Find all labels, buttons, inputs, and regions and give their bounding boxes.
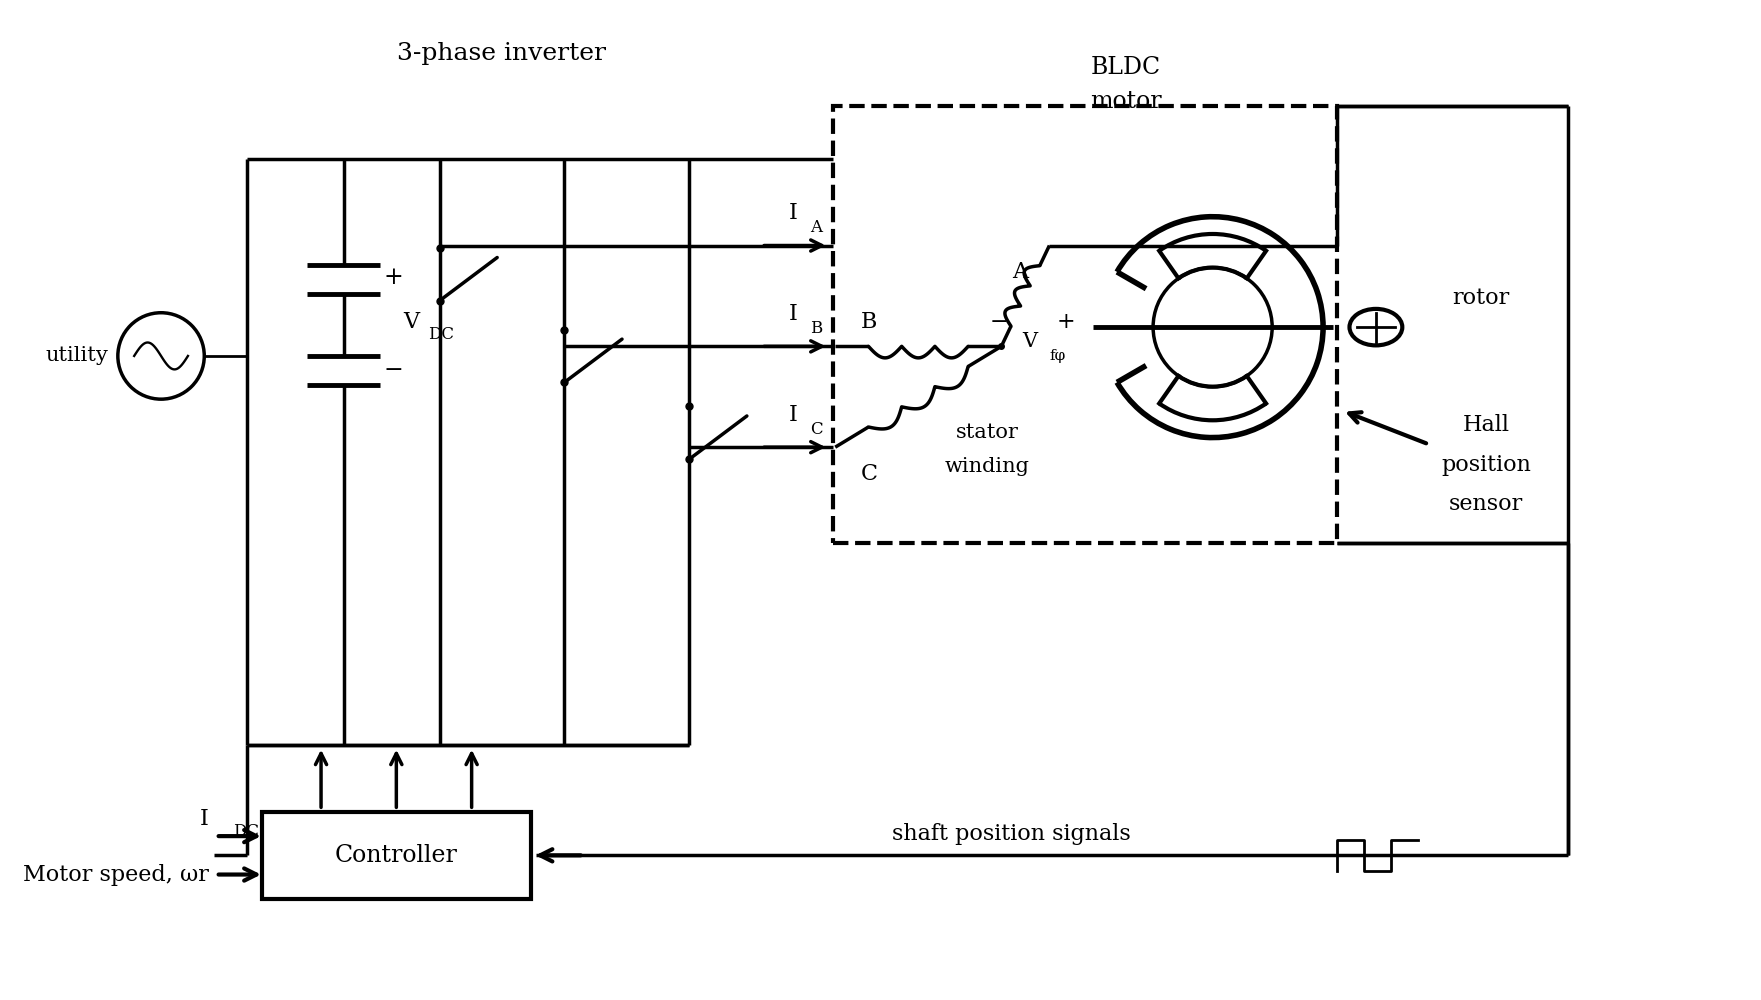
Text: position: position [1442, 454, 1532, 476]
Text: A: A [810, 219, 822, 236]
Text: I: I [789, 303, 798, 325]
Text: winding: winding [944, 457, 1030, 476]
Text: A: A [1013, 261, 1028, 283]
Text: C: C [810, 421, 822, 438]
Text: Motor speed, ωr: Motor speed, ωr [23, 864, 210, 886]
Text: DC: DC [232, 823, 259, 840]
Text: rotor: rotor [1453, 287, 1509, 309]
Text: Controller: Controller [335, 844, 458, 867]
Text: DC: DC [428, 326, 454, 343]
Text: −: − [384, 359, 403, 382]
Text: I: I [789, 404, 798, 426]
Text: I: I [789, 202, 798, 224]
Text: utility: utility [46, 346, 107, 365]
Text: 3-phase inverter: 3-phase inverter [398, 42, 606, 65]
Text: motor: motor [1090, 90, 1162, 113]
Text: V: V [403, 311, 419, 333]
Text: −: − [990, 311, 1007, 333]
Text: I: I [201, 808, 210, 830]
Text: B: B [810, 320, 822, 337]
Text: BLDC: BLDC [1092, 56, 1160, 79]
Text: fφ: fφ [1050, 349, 1065, 363]
Bar [833, 106, 1338, 543]
Text: stator: stator [956, 423, 1018, 442]
Text: +: + [1057, 311, 1074, 333]
Text: B: B [861, 311, 877, 333]
Text: Hall: Hall [1463, 414, 1509, 436]
Text: V: V [1023, 332, 1037, 351]
Text: shaft position signals: shaft position signals [891, 823, 1131, 845]
Text: +: + [384, 266, 403, 289]
Text: sensor: sensor [1449, 493, 1523, 515]
Text: C: C [861, 463, 877, 485]
